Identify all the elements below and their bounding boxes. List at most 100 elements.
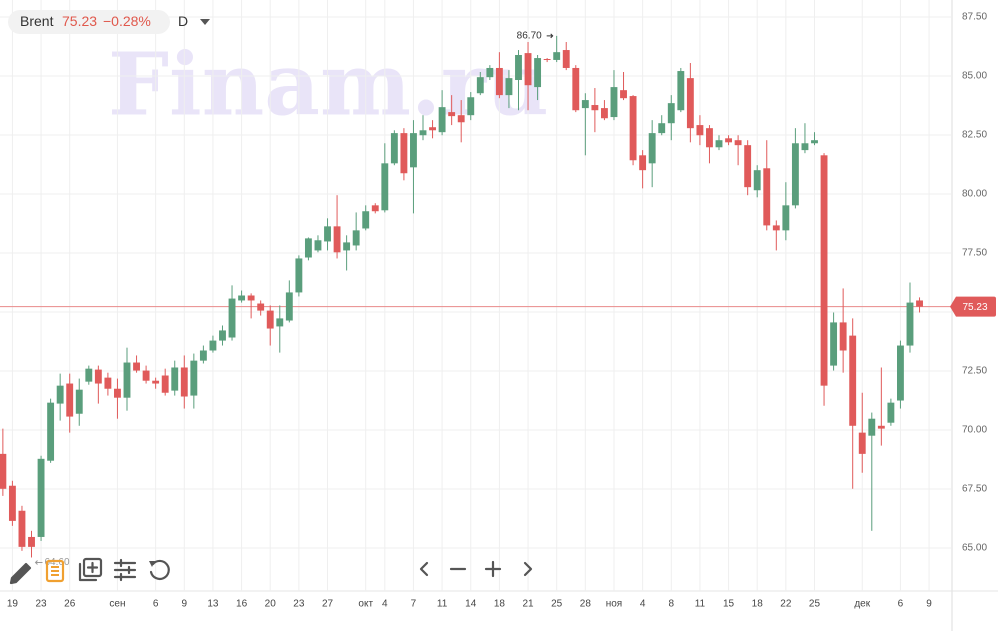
candle-body — [152, 380, 160, 384]
x-tick-label: 25 — [551, 599, 563, 610]
candle-body — [66, 383, 74, 417]
candle-body — [581, 100, 589, 109]
low-label: 64.60 — [45, 557, 70, 568]
candle-body — [658, 123, 666, 134]
candle-body — [543, 59, 551, 61]
x-tick-label: 19 — [7, 599, 19, 610]
candle-body — [228, 298, 236, 338]
reset[interactable] — [149, 559, 170, 581]
candle-body — [467, 97, 475, 116]
candle-body — [324, 226, 331, 242]
x-tick-label: 27 — [322, 599, 334, 610]
candle-body — [314, 240, 322, 251]
candle-body — [266, 310, 274, 329]
candle-body — [744, 145, 752, 188]
high-arrow — [546, 33, 554, 39]
y-tick-label: 77.50 — [962, 248, 987, 259]
candle-body — [782, 205, 790, 231]
ticker-pill[interactable] — [8, 10, 170, 34]
candle-body — [28, 536, 35, 547]
draw-tool[interactable] — [9, 562, 32, 585]
candle-body — [390, 133, 398, 164]
candle-body — [219, 330, 226, 341]
x-tick-label: дек — [854, 599, 870, 610]
candle-body — [180, 367, 188, 397]
candle-body — [734, 140, 742, 146]
candle-body — [839, 322, 847, 351]
x-tick-label: 9 — [926, 599, 932, 610]
price-badge-label: 75.23 — [962, 302, 987, 313]
candle-body — [18, 510, 26, 547]
x-tick-label: ноя — [606, 599, 623, 610]
x-tick-label: 18 — [494, 599, 506, 610]
x-tick-label: 26 — [64, 599, 76, 610]
candle-body — [648, 133, 656, 164]
candle-body — [763, 168, 771, 226]
candle-body — [209, 340, 217, 351]
x-tick-label: 16 — [236, 599, 248, 610]
candle-body — [476, 77, 484, 94]
candle-body — [114, 388, 121, 398]
candle-body — [56, 385, 64, 404]
x-tick-label: сен — [109, 599, 125, 610]
symbol: Brent — [20, 13, 54, 29]
x-tick-label: 6 — [898, 599, 904, 610]
candle-body — [820, 155, 828, 386]
add-indicator[interactable] — [78, 557, 103, 582]
candle-body — [610, 87, 618, 118]
candle-body — [276, 318, 284, 327]
candle-body — [123, 362, 131, 398]
candle-body — [725, 138, 732, 143]
candle-body — [285, 292, 293, 321]
x-tick-label: 23 — [293, 599, 305, 610]
interval-dropdown[interactable] — [200, 19, 210, 25]
candle-body — [304, 238, 312, 258]
y-tick-label: 65.00 — [962, 543, 987, 554]
candle-body — [257, 303, 265, 311]
x-tick-label: 8 — [668, 599, 674, 610]
x-tick-label: 25 — [809, 599, 821, 610]
interval[interactable]: D — [178, 13, 188, 29]
candle-body — [85, 368, 93, 382]
candle-body — [524, 53, 532, 86]
x-tick-label: 21 — [522, 599, 534, 610]
change: −0.28% — [103, 13, 151, 29]
candle-body — [37, 458, 45, 537]
price-badge — [950, 296, 996, 317]
candle-body — [811, 140, 818, 144]
orders-tool[interactable] — [45, 559, 65, 583]
settings[interactable] — [113, 558, 137, 582]
candle-body — [562, 50, 570, 68]
candle-body — [600, 108, 608, 119]
y-tick-label: 70.00 — [962, 425, 987, 436]
candle-body — [868, 418, 876, 436]
candle-body — [772, 225, 780, 231]
candle-body — [400, 133, 408, 174]
candle-body — [343, 242, 351, 251]
candle-body — [238, 295, 246, 301]
candle-body — [199, 350, 207, 361]
candle-body — [381, 163, 389, 211]
candle-body — [696, 125, 704, 136]
candle-body — [495, 67, 503, 96]
candle-body — [295, 258, 303, 293]
candle-body — [849, 335, 857, 426]
candle-body — [830, 322, 838, 366]
candle-body — [753, 170, 761, 191]
candle-body — [438, 107, 446, 133]
candle-body — [8, 485, 16, 521]
candle-body — [572, 67, 580, 111]
candle-body — [171, 367, 179, 391]
high-label: 86.70 — [517, 31, 542, 42]
candle-body — [352, 230, 360, 246]
candle-body — [667, 103, 675, 124]
candle-body — [686, 78, 694, 129]
zoom-in[interactable] — [484, 560, 502, 578]
x-tick-label: 9 — [182, 599, 188, 610]
candle-body — [620, 90, 627, 99]
scroll-right[interactable] — [523, 561, 533, 577]
y-tick-label: 85.00 — [962, 71, 987, 82]
scroll-left[interactable] — [419, 561, 429, 577]
